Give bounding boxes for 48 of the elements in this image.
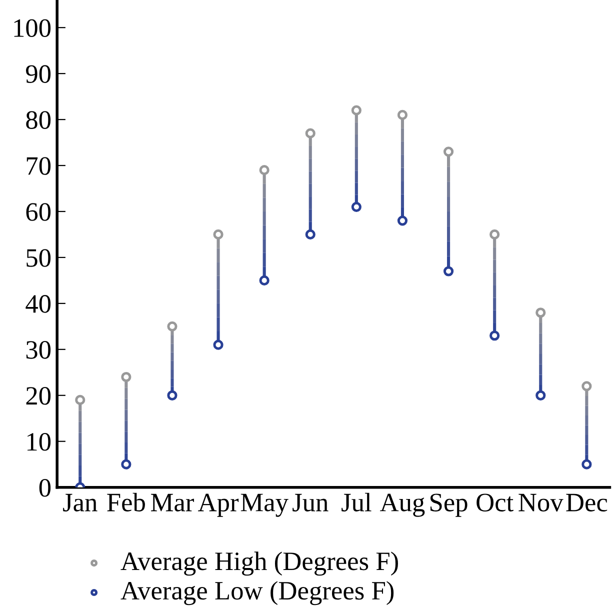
point	[582, 459, 592, 470]
point	[167, 390, 178, 400]
x-tick-label: Dec	[566, 494, 608, 512]
y-tick-label: 90	[26, 65, 51, 83]
point	[490, 330, 500, 341]
x-tick-label: Jul	[342, 492, 372, 512]
point	[351, 202, 362, 212]
point	[305, 128, 316, 138]
point	[490, 229, 500, 240]
point	[259, 275, 270, 286]
x-tick-label: Sep	[430, 494, 468, 517]
x-tick-label: May	[240, 494, 288, 517]
y-tick-label: 0	[39, 478, 51, 497]
y-tick-label: 70	[26, 157, 51, 175]
y-tick-label: 20	[26, 386, 51, 405]
x-tick-label: Feb	[107, 492, 145, 512]
x-tick-label: Jun	[292, 494, 328, 512]
point	[213, 340, 224, 350]
point	[536, 390, 546, 400]
point	[536, 308, 546, 318]
point	[259, 165, 270, 176]
y-tick-label: 30	[26, 341, 51, 359]
point	[213, 229, 224, 240]
x-tick-label: Oct	[476, 494, 514, 512]
x-tick-label: Nov	[518, 494, 564, 512]
point	[397, 216, 408, 226]
y-tick-label: 60	[26, 203, 51, 221]
y-tick-label: 50	[26, 249, 51, 267]
legend-label: Average Low (Degrees F)	[120, 581, 394, 606]
y-tick-label: 40	[26, 295, 51, 313]
point	[443, 146, 454, 157]
x-tick-label: Apr	[198, 494, 239, 517]
point	[121, 459, 132, 470]
legend-label: Average High (Degrees F)	[120, 552, 398, 576]
point	[167, 321, 178, 332]
point	[582, 381, 592, 392]
x-tick-label: Mar	[151, 494, 194, 512]
y-tick-label: 100	[14, 19, 51, 37]
point	[305, 229, 316, 240]
y-tick-label: 10	[27, 432, 51, 451]
y-tick-label: 80	[26, 111, 51, 129]
x-tick-label: Aug	[380, 494, 425, 517]
point	[351, 105, 362, 116]
point	[397, 110, 408, 120]
point	[121, 372, 132, 382]
point	[443, 266, 454, 276]
x-tick-label: Jan	[63, 494, 98, 512]
point	[75, 394, 86, 406]
